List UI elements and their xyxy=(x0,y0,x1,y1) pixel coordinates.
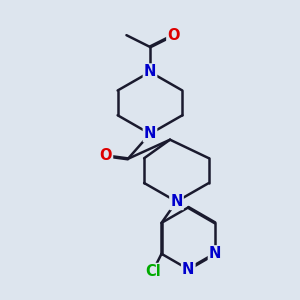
Text: N: N xyxy=(209,246,221,261)
Text: O: O xyxy=(167,28,180,43)
Text: N: N xyxy=(182,262,194,277)
Text: N: N xyxy=(144,64,156,80)
Text: Cl: Cl xyxy=(145,264,161,279)
Text: O: O xyxy=(100,148,112,164)
Text: N: N xyxy=(170,194,183,209)
Text: N: N xyxy=(144,126,156,141)
